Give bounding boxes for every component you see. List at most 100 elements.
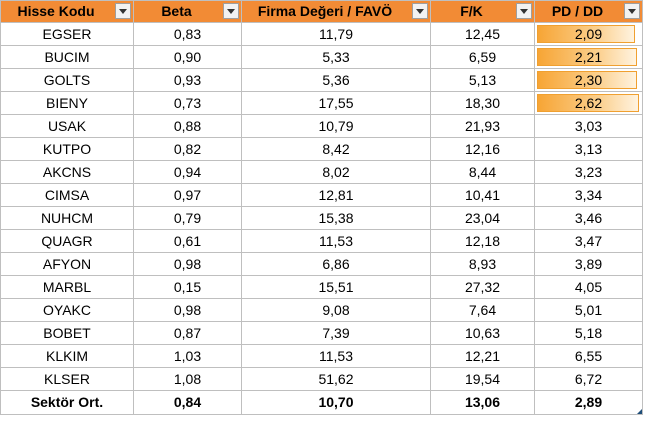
cell-fk[interactable]: 8,93 [430, 252, 535, 276]
dropdown-arrow-icon [628, 8, 636, 14]
column-header-pd[interactable]: PD / DD [534, 0, 643, 23]
cell-fk[interactable]: 21,93 [430, 114, 535, 138]
cell-beta[interactable]: 0,98 [133, 252, 242, 276]
cell-beta[interactable]: 1,03 [133, 344, 242, 368]
cell-beta[interactable]: 1,08 [133, 367, 242, 391]
cell-beta[interactable]: 0,61 [133, 229, 242, 253]
cell-hisse[interactable]: GOLTS [0, 68, 134, 92]
cell-fk[interactable]: 12,21 [430, 344, 535, 368]
cell-hisse[interactable]: OYAKC [0, 298, 134, 322]
cell-fd[interactable]: 7,39 [241, 321, 431, 345]
footer-fk[interactable]: 13,06 [430, 390, 535, 415]
cell-fk[interactable]: 6,59 [430, 45, 535, 69]
cell-beta[interactable]: 0,94 [133, 160, 242, 184]
column-header-label: Beta [161, 3, 192, 19]
footer-beta[interactable]: 0,84 [133, 390, 242, 415]
cell-pd[interactable]: 4,05 [534, 275, 643, 299]
cell-pd[interactable]: 2,21 [534, 45, 643, 69]
cell-fd[interactable]: 5,33 [241, 45, 431, 69]
cell-fd[interactable]: 15,51 [241, 275, 431, 299]
cell-fk[interactable]: 27,32 [430, 275, 535, 299]
cell-fk[interactable]: 12,16 [430, 137, 535, 161]
cell-fd[interactable]: 51,62 [241, 367, 431, 391]
cell-hisse[interactable]: CIMSA [0, 183, 134, 207]
filter-dropdown-button[interactable] [412, 3, 428, 19]
cell-fk[interactable]: 23,04 [430, 206, 535, 230]
cell-beta[interactable]: 0,88 [133, 114, 242, 138]
cell-pd[interactable]: 3,47 [534, 229, 643, 253]
cell-hisse[interactable]: MARBL [0, 275, 134, 299]
cell-pd[interactable]: 6,72 [534, 367, 643, 391]
cell-fd[interactable]: 8,02 [241, 160, 431, 184]
cell-fd[interactable]: 17,55 [241, 91, 431, 115]
cell-fk[interactable]: 8,44 [430, 160, 535, 184]
cell-beta[interactable]: 0,83 [133, 22, 242, 46]
cell-hisse[interactable]: KLSER [0, 367, 134, 391]
cell-fd[interactable]: 12,81 [241, 183, 431, 207]
cell-fk[interactable]: 19,54 [430, 367, 535, 391]
cell-pd[interactable]: 3,23 [534, 160, 643, 184]
cell-pd[interactable]: 3,03 [534, 114, 643, 138]
cell-pd[interactable]: 5,01 [534, 298, 643, 322]
cell-fk[interactable]: 10,41 [430, 183, 535, 207]
cell-pd[interactable]: 3,13 [534, 137, 643, 161]
cell-hisse[interactable]: EGSER [0, 22, 134, 46]
data-bar [537, 25, 635, 43]
cell-beta[interactable]: 0,98 [133, 298, 242, 322]
column-header-hisse[interactable]: Hisse Kodu [0, 0, 134, 23]
cell-beta[interactable]: 0,15 [133, 275, 242, 299]
cell-fd[interactable]: 10,79 [241, 114, 431, 138]
cell-pd[interactable]: 3,34 [534, 183, 643, 207]
cell-hisse[interactable]: BIENY [0, 91, 134, 115]
cell-pd[interactable]: 2,62 [534, 91, 643, 115]
footer-hisse[interactable]: Sektör Ort. [0, 390, 134, 415]
cell-fd[interactable]: 6,86 [241, 252, 431, 276]
cell-pd[interactable]: 3,89 [534, 252, 643, 276]
cell-fk[interactable]: 5,13 [430, 68, 535, 92]
filter-dropdown-button[interactable] [115, 3, 131, 19]
footer-fd[interactable]: 10,70 [241, 390, 431, 415]
cell-fd[interactable]: 5,36 [241, 68, 431, 92]
footer-pd[interactable]: 2,89 [534, 390, 643, 415]
cell-fd[interactable]: 11,79 [241, 22, 431, 46]
cell-hisse[interactable]: AKCNS [0, 160, 134, 184]
cell-fk[interactable]: 18,30 [430, 91, 535, 115]
cell-fk[interactable]: 12,45 [430, 22, 535, 46]
cell-hisse[interactable]: BUCIM [0, 45, 134, 69]
column-header-beta[interactable]: Beta [133, 0, 242, 23]
cell-pd[interactable]: 2,09 [534, 22, 643, 46]
cell-beta[interactable]: 0,90 [133, 45, 242, 69]
cell-hisse[interactable]: AFYON [0, 252, 134, 276]
cell-pd[interactable]: 5,18 [534, 321, 643, 345]
cell-beta[interactable]: 0,87 [133, 321, 242, 345]
cell-hisse[interactable]: KLKIM [0, 344, 134, 368]
cell-fk[interactable]: 7,64 [430, 298, 535, 322]
cell-pd[interactable]: 6,55 [534, 344, 643, 368]
cell-pd[interactable]: 3,46 [534, 206, 643, 230]
fill-handle-icon[interactable] [637, 409, 642, 414]
cell-fd[interactable]: 15,38 [241, 206, 431, 230]
cell-beta[interactable]: 0,97 [133, 183, 242, 207]
column-header-fk[interactable]: F/K [430, 0, 535, 23]
cell-pd[interactable]: 2,30 [534, 68, 643, 92]
cell-fk[interactable]: 12,18 [430, 229, 535, 253]
cell-hisse[interactable]: USAK [0, 114, 134, 138]
cell-beta[interactable]: 0,79 [133, 206, 242, 230]
cell-hisse[interactable]: QUAGR [0, 229, 134, 253]
cell-beta[interactable]: 0,73 [133, 91, 242, 115]
table-row: OYAKC 0,98 9,08 7,64 5,01 [0, 298, 643, 322]
cell-fd[interactable]: 11,53 [241, 344, 431, 368]
filter-dropdown-button[interactable] [223, 3, 239, 19]
cell-hisse[interactable]: NUHCM [0, 206, 134, 230]
column-header-fd[interactable]: Firma Değeri / FAVÖ [241, 0, 431, 23]
cell-fd[interactable]: 8,42 [241, 137, 431, 161]
filter-dropdown-button[interactable] [516, 3, 532, 19]
cell-hisse[interactable]: BOBET [0, 321, 134, 345]
cell-hisse[interactable]: KUTPO [0, 137, 134, 161]
cell-beta[interactable]: 0,93 [133, 68, 242, 92]
cell-fd[interactable]: 9,08 [241, 298, 431, 322]
cell-fk[interactable]: 10,63 [430, 321, 535, 345]
cell-fd[interactable]: 11,53 [241, 229, 431, 253]
cell-beta[interactable]: 0,82 [133, 137, 242, 161]
filter-dropdown-button[interactable] [624, 3, 640, 19]
